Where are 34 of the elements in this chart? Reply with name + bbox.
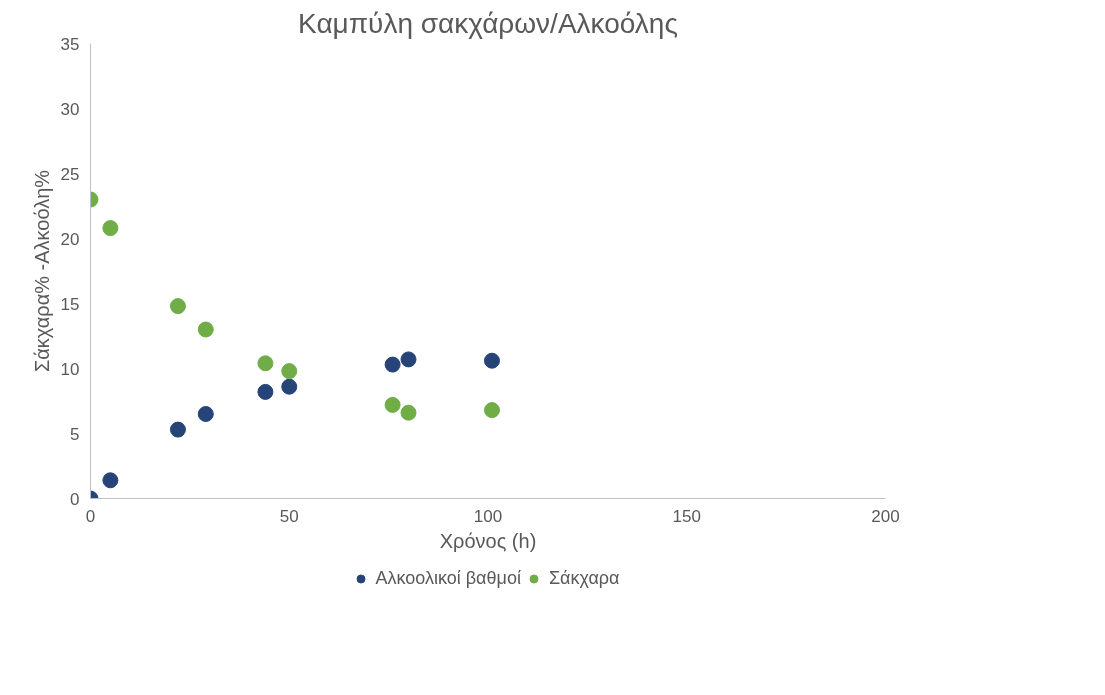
point bbox=[169, 298, 186, 315]
point bbox=[281, 363, 298, 380]
y-tick-label: 35 bbox=[60, 34, 80, 54]
x-tick-label: 50 bbox=[279, 506, 299, 526]
point bbox=[197, 321, 214, 338]
point bbox=[483, 402, 500, 419]
point bbox=[197, 406, 214, 422]
x-tick-label: 150 bbox=[672, 506, 701, 526]
y-tick-label: 25 bbox=[60, 164, 80, 184]
x-axis-title: Χρόνος (h) bbox=[439, 529, 537, 552]
point bbox=[384, 396, 401, 413]
legend-label: Αλκοολικοί βαθμοί bbox=[375, 567, 521, 589]
chart-title: Καμπύλη σακχάρων/Αλκοόλης bbox=[298, 7, 678, 39]
x-tick-label: 100 bbox=[473, 506, 503, 526]
y-tick-label: 10 bbox=[60, 359, 80, 379]
y-tick-label: 20 bbox=[60, 229, 80, 249]
y-tick-label: 15 bbox=[60, 294, 80, 314]
point bbox=[400, 351, 417, 368]
y-tick-label: 30 bbox=[60, 99, 80, 119]
x-tick-label: 0 bbox=[85, 506, 96, 526]
point bbox=[400, 404, 417, 421]
y-axis-title: Σάκχαρα% -Αλκοόλη% bbox=[30, 169, 53, 373]
point bbox=[257, 383, 274, 400]
x-tick-label: 200 bbox=[871, 506, 900, 526]
y-tick-label: 0 bbox=[70, 489, 80, 509]
y-tick-label: 5 bbox=[70, 424, 80, 444]
point bbox=[281, 378, 298, 395]
point bbox=[169, 421, 186, 438]
point bbox=[257, 355, 274, 372]
point bbox=[102, 472, 119, 489]
point bbox=[384, 356, 401, 373]
point bbox=[102, 220, 119, 237]
point bbox=[483, 352, 500, 369]
legend-label: Σάκχαρα bbox=[548, 567, 620, 589]
